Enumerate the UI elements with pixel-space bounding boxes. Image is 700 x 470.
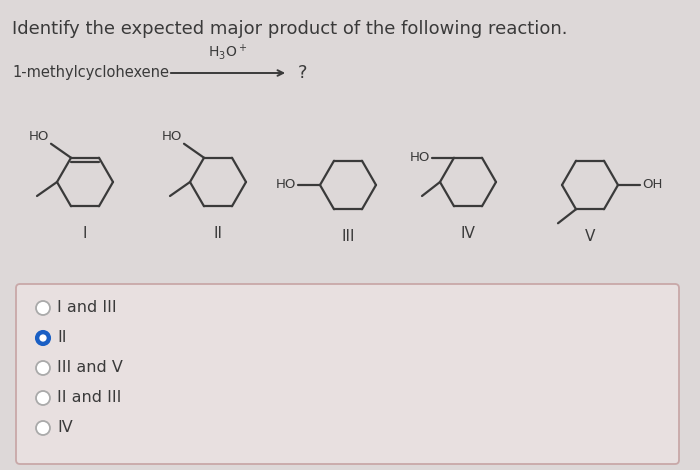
Text: I and III: I and III bbox=[57, 300, 117, 315]
Text: OH: OH bbox=[642, 179, 662, 191]
Text: I: I bbox=[83, 226, 88, 241]
Circle shape bbox=[36, 331, 50, 345]
Text: HO: HO bbox=[29, 130, 49, 143]
Text: HO: HO bbox=[276, 179, 296, 191]
Circle shape bbox=[36, 301, 50, 315]
Text: IV: IV bbox=[461, 226, 475, 241]
Text: H$_3$O$^+$: H$_3$O$^+$ bbox=[209, 42, 248, 62]
Text: 1-methylcyclohexene: 1-methylcyclohexene bbox=[12, 65, 169, 80]
Text: II and III: II and III bbox=[57, 391, 121, 406]
Text: III: III bbox=[342, 229, 355, 244]
Circle shape bbox=[36, 421, 50, 435]
FancyBboxPatch shape bbox=[16, 284, 679, 464]
Circle shape bbox=[36, 391, 50, 405]
Text: HO: HO bbox=[410, 151, 430, 164]
Text: V: V bbox=[584, 229, 595, 244]
Text: IV: IV bbox=[57, 421, 73, 436]
Text: II: II bbox=[57, 330, 66, 345]
Circle shape bbox=[36, 361, 50, 375]
Text: Identify the expected major product of the following reaction.: Identify the expected major product of t… bbox=[12, 20, 568, 38]
Text: ?: ? bbox=[298, 64, 307, 82]
Text: III and V: III and V bbox=[57, 360, 123, 376]
Circle shape bbox=[40, 335, 46, 341]
Text: II: II bbox=[214, 226, 223, 241]
Text: HO: HO bbox=[162, 130, 182, 143]
